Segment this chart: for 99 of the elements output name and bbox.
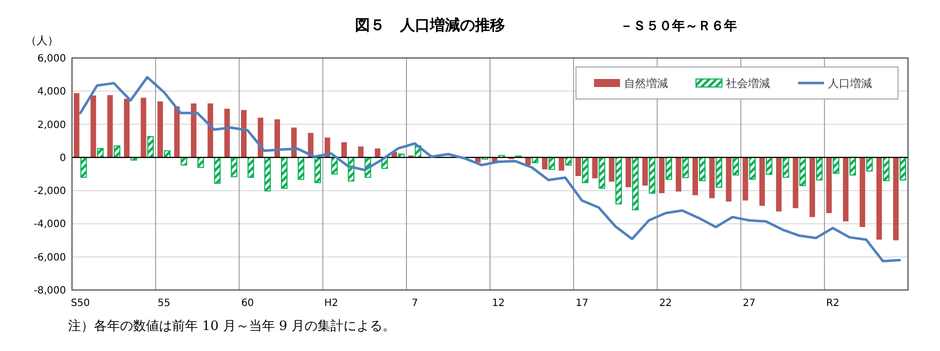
- bar: [799, 156, 806, 186]
- bar: [759, 157, 765, 206]
- bar: [542, 157, 548, 170]
- bar: [832, 156, 840, 174]
- chart-title: 図５ 人口増減の推移: [355, 16, 505, 34]
- bar: [766, 156, 772, 175]
- bar: [124, 98, 130, 158]
- bar: [374, 148, 380, 158]
- bar: [709, 157, 715, 198]
- bar: [893, 157, 899, 240]
- bar: [147, 136, 154, 158]
- x-tick-label: 27: [742, 298, 756, 309]
- bar: [291, 128, 297, 158]
- bar: [666, 156, 672, 180]
- legend-label: 自然増減: [624, 76, 668, 90]
- bar: [140, 98, 146, 158]
- bar: [264, 156, 271, 192]
- bar: [97, 148, 104, 158]
- line-series: [79, 76, 901, 262]
- bar: [866, 156, 873, 172]
- y-tick-label: 2,000: [37, 120, 66, 131]
- bar: [341, 142, 347, 158]
- bar: [615, 156, 622, 204]
- bar: [826, 157, 832, 214]
- bar: [592, 157, 598, 178]
- bar: [74, 93, 80, 158]
- bar: [214, 156, 221, 184]
- bar: [298, 156, 304, 180]
- y-tick-label: 4,000: [37, 86, 66, 98]
- bar: [726, 157, 732, 202]
- bar: [659, 157, 665, 194]
- legend-label: 人口増減: [828, 76, 872, 90]
- bar: [90, 95, 96, 158]
- bar: [107, 95, 113, 158]
- bar: [331, 156, 338, 174]
- text: 注）各年の数値は前年 10 月～当年 9 月の集計による。: [68, 319, 396, 334]
- bar: [190, 103, 196, 158]
- bar: [230, 156, 238, 178]
- y-axis-title: （人）: [26, 34, 58, 47]
- x-tick-label: 7: [412, 298, 418, 309]
- bar: [565, 156, 572, 166]
- bar: [626, 157, 632, 188]
- bar: [648, 156, 656, 194]
- x-tick-label: H2: [324, 298, 338, 309]
- y-tick-label: -4,000: [34, 219, 66, 230]
- bar: [80, 156, 87, 178]
- x-tick-label: 22: [659, 298, 672, 309]
- bar: [358, 146, 364, 158]
- x-tick-label: R2: [826, 298, 840, 309]
- bar: [558, 157, 564, 171]
- y-tick-label: 0: [60, 152, 66, 164]
- bar: [716, 156, 722, 188]
- bar: [575, 157, 581, 176]
- bar: [174, 106, 180, 158]
- bar: [248, 156, 254, 178]
- bar: [816, 156, 823, 180]
- bar: [842, 157, 848, 222]
- bar: [241, 110, 247, 158]
- x-tick-label: S50: [70, 298, 90, 309]
- bar: [810, 157, 816, 218]
- bar: [876, 157, 882, 240]
- bar: [732, 156, 739, 176]
- x-tick-label: 55: [158, 298, 170, 309]
- y-tick-label: 6,000: [37, 54, 66, 64]
- bar: [699, 156, 706, 182]
- bar: [900, 156, 906, 180]
- bar: [776, 157, 782, 212]
- bar: [860, 157, 866, 228]
- bar: [608, 157, 614, 182]
- bar: [676, 157, 682, 192]
- chart-subtitle: －Ｓ５０年～Ｒ６年: [620, 19, 737, 34]
- bar: [314, 156, 321, 184]
- bar: [742, 157, 748, 201]
- bar: [632, 156, 639, 210]
- x-tick-label: 12: [492, 298, 505, 309]
- y-tick-label: -2,000: [34, 186, 66, 198]
- bar: [682, 156, 689, 178]
- bar: [114, 145, 120, 158]
- bar: [782, 156, 790, 178]
- x-tick-label: 60: [241, 298, 254, 309]
- bar: [281, 156, 288, 189]
- bar: [224, 108, 230, 158]
- x-tick-label: 17: [576, 298, 588, 309]
- bar: [197, 156, 204, 168]
- bar: [157, 101, 163, 158]
- bar: [792, 157, 798, 208]
- bar: [598, 156, 606, 189]
- bar: [749, 156, 756, 180]
- bar: [882, 156, 890, 182]
- bar: [692, 157, 698, 196]
- bar: [582, 156, 588, 184]
- y-tick-label: -8,000: [34, 286, 66, 296]
- legend-label: 社会増減: [726, 76, 770, 90]
- bar: [208, 103, 214, 158]
- bar: [642, 157, 648, 186]
- y-tick-label: -6,000: [34, 252, 66, 264]
- bar: [849, 156, 856, 176]
- bar: [548, 156, 556, 170]
- bar: [274, 119, 280, 158]
